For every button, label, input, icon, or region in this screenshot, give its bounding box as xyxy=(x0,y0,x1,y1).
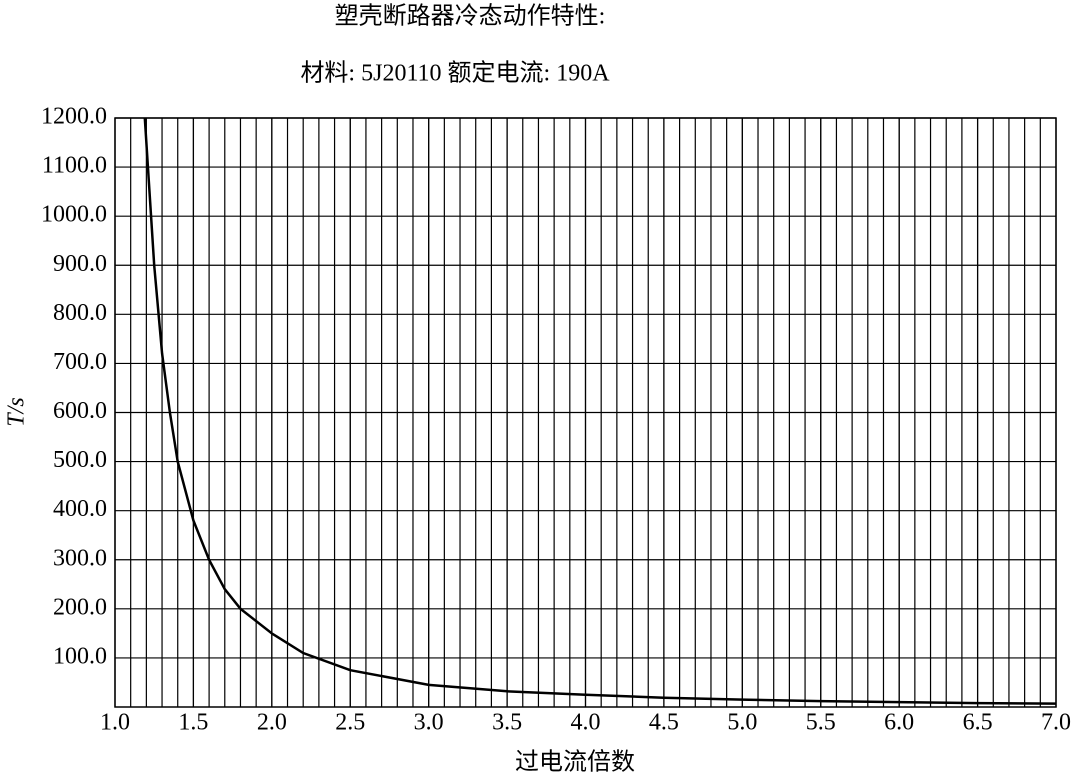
plot-frame xyxy=(114,117,1057,708)
line-series xyxy=(143,117,1057,705)
y-tick-label: 500.0 xyxy=(53,447,107,473)
x-tick-label: 4.5 xyxy=(649,710,679,736)
y-tick-label: 300.0 xyxy=(53,545,107,571)
y-tick-label: 800.0 xyxy=(53,300,107,326)
y-tick-label: 1000.0 xyxy=(41,202,107,228)
x-tick-label: 5.0 xyxy=(727,710,757,736)
x-tick-label: 2.0 xyxy=(257,710,287,736)
y-tick-label: 1100.0 xyxy=(42,153,107,179)
x-tick-label: 4.0 xyxy=(571,710,601,736)
y-tick-label: 1200.0 xyxy=(41,104,107,130)
y-axis-label: T/s xyxy=(4,397,30,426)
x-tick-label: 6.0 xyxy=(884,710,914,736)
x-tick-label: 2.5 xyxy=(335,710,365,736)
y-tick-label: 400.0 xyxy=(53,496,107,522)
y-tick-label: 100.0 xyxy=(53,643,107,669)
chart-subtitle: 材料: 5J20110 额定电流: 190A xyxy=(300,60,610,87)
x-tick-label: 6.5 xyxy=(963,710,993,736)
y-tick-label: 900.0 xyxy=(53,251,107,277)
x-tick-label: 3.5 xyxy=(492,710,522,736)
x-tick-label: 1.5 xyxy=(178,710,208,736)
x-tick-label: 3.0 xyxy=(414,710,444,736)
x-tick-label: 7.0 xyxy=(1041,710,1071,736)
y-tick-label: 700.0 xyxy=(53,349,107,375)
y-tick-label: 600.0 xyxy=(53,398,107,424)
x-tick-label: 5.5 xyxy=(806,710,836,736)
y-tick-label: 200.0 xyxy=(53,594,107,620)
chart-title: 塑壳断路器冷态动作特性: xyxy=(335,3,606,30)
x-axis-label: 过电流倍数 xyxy=(515,749,635,776)
x-tick-label: 1.0 xyxy=(100,710,130,736)
